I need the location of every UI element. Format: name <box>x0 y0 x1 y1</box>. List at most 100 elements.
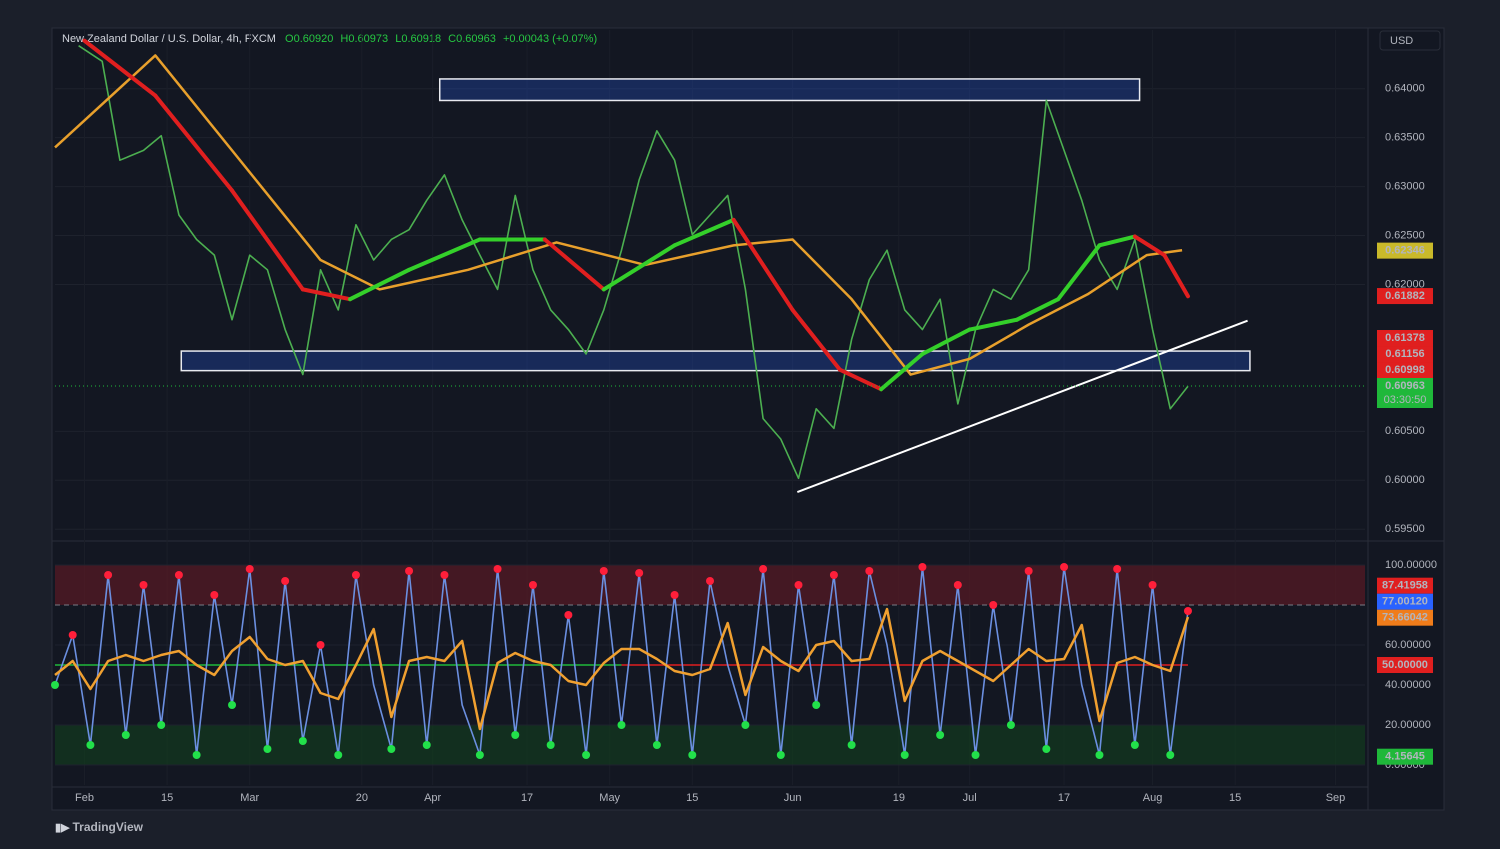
y-tick-label: 0.63500 <box>1385 132 1425 144</box>
low: L0.60918 <box>395 33 441 45</box>
x-tick-label: 19 <box>893 792 905 804</box>
peak-dot <box>794 581 803 589</box>
peak-dot <box>68 631 77 639</box>
ma-segment <box>1056 243 1102 302</box>
trough-dot <box>511 731 520 739</box>
price-label: 0.61882 <box>1385 290 1425 302</box>
trough-dot <box>1006 721 1015 729</box>
price-label-box <box>1377 330 1433 347</box>
peak-dot <box>210 591 219 599</box>
x-tick-label: 15 <box>161 792 173 804</box>
trough-dot <box>263 745 272 753</box>
peak-dot <box>405 567 414 575</box>
trough-dot <box>422 741 431 749</box>
ma-segment <box>967 317 1019 332</box>
trough-dot <box>741 721 750 729</box>
trough-dot <box>971 751 980 759</box>
peak-dot <box>1024 567 1033 575</box>
peak-dot <box>953 581 962 589</box>
peak-dot <box>1148 581 1157 589</box>
brand-name: TradingView <box>73 820 144 834</box>
peak-dot <box>635 569 644 577</box>
peak-dot <box>1060 563 1069 571</box>
ma-segment <box>542 237 606 292</box>
legend-header: New Zealand Dollar / U.S. Dollar, 4h, FX… <box>62 33 597 45</box>
ma-segment <box>1014 297 1061 322</box>
price-label: 0.60998 <box>1385 364 1425 376</box>
ma-segment <box>672 217 736 248</box>
x-tick-label: Jul <box>963 792 977 804</box>
trough-dot <box>121 731 130 739</box>
price-label: 73.66042 <box>1382 612 1428 624</box>
price-label-box <box>1377 593 1433 610</box>
price-label: 0.61156 <box>1385 348 1424 360</box>
trough-dot <box>688 751 697 759</box>
peak-dot <box>829 571 838 579</box>
x-tick-label: 20 <box>356 792 368 804</box>
trough-dot <box>1130 741 1139 749</box>
peak-dot <box>706 577 714 585</box>
peak-dot <box>316 641 325 649</box>
price-label: 87.41958 <box>1382 580 1428 592</box>
brand-mark: ▮▶ <box>55 822 70 834</box>
ma-segment <box>879 351 925 392</box>
trough-dot <box>51 681 59 689</box>
peak-dot <box>104 571 113 579</box>
ma-segment <box>153 93 235 193</box>
peak-dot <box>865 567 874 575</box>
x-tick-label: Aug <box>1143 792 1163 804</box>
ma-segment <box>731 217 795 312</box>
ma-segment <box>601 243 677 292</box>
series-line <box>54 607 1190 731</box>
brand: ▮▶ TradingView <box>55 820 144 834</box>
trough-dot <box>936 731 945 739</box>
ma-segment <box>407 237 482 272</box>
price-label: 0.60963 <box>1385 380 1425 392</box>
peak-dot <box>989 601 998 609</box>
countdown: 03:30:50 <box>1384 394 1427 406</box>
ma-segment <box>300 287 353 302</box>
y-tick-label: 100.00000 <box>1385 559 1437 571</box>
peak-dot <box>440 571 449 579</box>
peak-dot <box>493 565 502 573</box>
price-label-box <box>1377 346 1433 363</box>
x-tick-label: Mar <box>240 792 259 804</box>
price-label-box <box>1377 242 1433 259</box>
trough-dot <box>86 741 95 749</box>
peak-dot <box>351 571 360 579</box>
peak-dot <box>281 577 290 585</box>
peak-dot <box>139 581 148 589</box>
chart-frame <box>51 27 1445 811</box>
x-tick-label: Sep <box>1326 792 1346 804</box>
currency-box[interactable] <box>1379 30 1441 51</box>
trough-dot <box>812 701 821 709</box>
close: C0.60963 <box>448 33 496 45</box>
peak-dot <box>564 611 573 619</box>
ma-segment <box>920 327 972 356</box>
y-tick-label: 0.60000 <box>1385 474 1425 486</box>
price-label-box <box>1377 609 1433 626</box>
y-tick-label: 0.59500 <box>1385 523 1425 535</box>
price-label: 77.00120 <box>1382 596 1428 608</box>
trough-dot <box>776 751 785 759</box>
x-tick-label: Jun <box>784 792 802 804</box>
trendline <box>796 319 1248 493</box>
peak-dot <box>1183 607 1192 615</box>
price-label: 0.61378 <box>1385 332 1425 344</box>
y-tick-label: 40.00000 <box>1385 679 1431 691</box>
ma-segment <box>790 307 842 372</box>
zone-box <box>180 350 1251 372</box>
y-tick-label: 60.00000 <box>1385 639 1431 651</box>
ma-segment <box>348 267 412 302</box>
price-label: 0.62346 <box>1385 245 1425 257</box>
series-line <box>78 44 1189 480</box>
ma-segment <box>1097 234 1137 248</box>
trough-dot <box>192 751 201 759</box>
y-tick-label: 20.00000 <box>1385 719 1431 731</box>
currency[interactable]: USD <box>1390 35 1413 47</box>
x-tick-label: 15 <box>686 792 698 804</box>
trough-dot <box>900 751 909 759</box>
price-label-box <box>1377 288 1433 305</box>
trough-dot <box>157 721 166 729</box>
